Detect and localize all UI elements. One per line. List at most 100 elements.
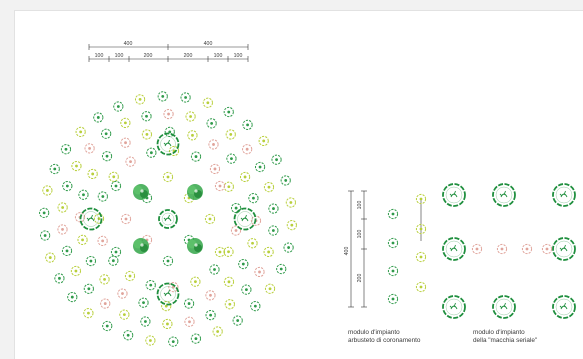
module-right-caption-line2: della "macchia seriale": [473, 336, 538, 344]
dimension-label-total: 400: [204, 41, 213, 47]
green-shrub-icon: [283, 242, 294, 253]
lime-shrub-icon: [187, 130, 198, 141]
dimension-lines: [88, 44, 422, 308]
green-shrub-icon: [39, 207, 50, 218]
green-shrub-icon: [248, 193, 259, 204]
lime-shrub-icon: [264, 283, 276, 294]
large-tree-icon: [442, 237, 466, 261]
green-shrub-icon: [60, 144, 72, 155]
large-tree-icon: [233, 207, 257, 231]
lime-shrub-icon: [42, 185, 53, 196]
pink-shrub-icon: [84, 143, 95, 154]
lime-shrub-icon: [258, 135, 269, 147]
lime-shrub-icon: [45, 252, 56, 263]
green-shrub-icon: [254, 161, 266, 173]
module-left-caption: modulo d'impianto arbusteto di coronamen…: [348, 329, 420, 344]
dimension-label-segment: 100: [357, 230, 363, 239]
green-shrub-icon: [67, 291, 78, 303]
pink-shrub-icon: [120, 137, 131, 148]
pink-shrub-icon: [205, 290, 216, 301]
large-tree-icon: [158, 209, 178, 229]
green-shrub-icon: [162, 255, 174, 267]
green-shrub-icon: [140, 316, 151, 327]
green-shrub-icon: [180, 92, 191, 103]
green-shrub-icon: [168, 336, 179, 347]
lime-shrub-icon: [120, 117, 131, 129]
large-tree-icon: [156, 282, 180, 306]
pink-shrub-icon: [230, 225, 242, 236]
planting-plan-sheet: 400 400 100 100 200 200 100 100 400 100 100 200 mod…: [14, 10, 583, 359]
lime-shrub-icon: [161, 301, 172, 312]
green-shrub-icon: [231, 202, 242, 214]
green-shrub-icon: [387, 237, 399, 249]
green-shrub-icon: [54, 273, 65, 284]
green-shrub-icon: [83, 283, 94, 294]
module-right-caption: modulo d'impianto della "macchia seriale…: [473, 329, 537, 344]
green-shrub-icon: [49, 163, 60, 175]
large-tree-icon: [79, 207, 103, 231]
green-shrub-icon: [190, 151, 202, 162]
module-left-caption-line2: arbusteto di coronamento: [348, 336, 421, 344]
dimension-label-segment: 200: [144, 53, 153, 59]
green-shrub-icon: [268, 203, 279, 214]
green-shrub-icon: [97, 191, 108, 202]
green-shrub-icon: [113, 101, 124, 112]
large-tree-icon: [552, 237, 576, 261]
lime-shrub-icon: [224, 299, 235, 310]
green-shrub-icon: [101, 151, 113, 162]
module-right-caption-line1: modulo d'impianto: [473, 329, 525, 336]
green-shrub-icon: [276, 263, 287, 275]
green-shrub-icon: [146, 147, 157, 158]
pink-shrub-icon: [163, 108, 174, 120]
lime-shrub-icon: [71, 160, 82, 172]
lime-shrub-icon: [214, 246, 226, 258]
lime-shrub-icon: [225, 129, 236, 140]
lime-shrub-icon: [415, 193, 427, 205]
filled-shrub-icon: [133, 184, 149, 200]
lime-shrub-icon: [145, 335, 156, 346]
lime-shrub-icon: [70, 265, 82, 277]
green-shrub-icon: [93, 112, 104, 123]
green-shrub-icon: [232, 315, 243, 326]
large-tree-icon: [552, 295, 576, 319]
lime-shrub-icon: [190, 276, 201, 287]
green-shrub-icon: [280, 175, 291, 186]
green-shrub-icon: [387, 265, 399, 277]
lime-shrub-icon: [162, 171, 174, 183]
dimension-label-segment: 100: [234, 53, 243, 59]
lime-shrub-icon: [134, 94, 146, 105]
pink-shrub-icon: [208, 139, 219, 150]
lime-shrub-icon: [162, 318, 173, 330]
pink-shrub-icon: [471, 243, 483, 255]
pink-shrub-icon: [97, 235, 108, 246]
pink-shrub-icon: [168, 282, 179, 293]
green-shrub-icon: [108, 255, 119, 266]
lime-shrub-icon: [247, 238, 258, 249]
green-shrub-icon: [190, 333, 202, 344]
lime-shrub-icon: [57, 202, 68, 213]
green-shrub-icon: [138, 297, 149, 308]
lime-shrub-icon: [202, 97, 213, 108]
pink-shrub-icon: [125, 156, 136, 167]
pink-shrub-icon: [521, 243, 533, 255]
green-shrub-icon: [209, 264, 220, 275]
lime-shrub-icon: [263, 246, 274, 258]
lime-shrub-icon: [212, 326, 223, 337]
pink-shrub-icon: [117, 288, 128, 299]
lime-shrub-icon: [77, 234, 88, 245]
lime-shrub-icon: [285, 197, 296, 208]
pink-shrub-icon: [214, 180, 226, 192]
plant-symbols: [39, 91, 576, 347]
lime-shrub-icon: [415, 251, 427, 263]
green-shrub-icon: [387, 293, 399, 305]
green-shrub-icon: [110, 246, 122, 258]
lime-shrub-icon: [263, 181, 275, 193]
large-tree-icon: [442, 295, 466, 319]
green-shrub-icon: [141, 111, 152, 122]
pink-shrub-icon: [254, 266, 265, 278]
green-shrub-icon: [223, 106, 234, 118]
green-shrub-icon: [242, 119, 253, 130]
green-shrub-icon: [123, 330, 134, 341]
lime-shrub-icon: [124, 270, 136, 282]
